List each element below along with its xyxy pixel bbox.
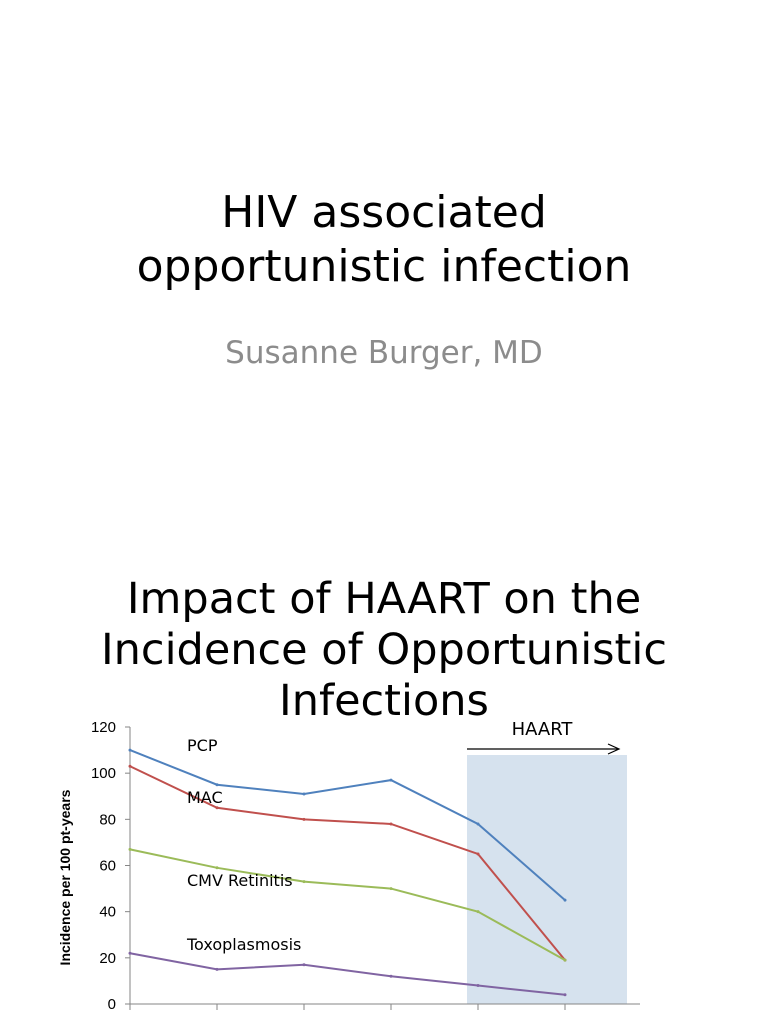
data-point-pcp	[128, 748, 132, 752]
data-point-mac	[128, 764, 132, 768]
haart-arrow-head	[607, 743, 621, 755]
chart-slide-title-line-2: Incidence of Opportunistic	[101, 625, 667, 675]
series-line-pcp	[129, 749, 566, 901]
chart-slide-title-line-3: Infections	[279, 676, 489, 726]
data-point-pcp	[476, 822, 480, 826]
incidence-line-chart: 0 20 40 60 80 100 120 Incidence per 100 pt-year…	[57, 719, 640, 1013]
haart-shaded-region	[467, 755, 627, 1004]
y-tick-label: 0	[108, 996, 116, 1013]
slide-subtitle: Susanne Burger, MD	[225, 335, 543, 371]
y-tick-label: 60	[99, 858, 116, 875]
slide-title-line-2: opportunistic infection	[136, 241, 632, 292]
y-tick-label: 120	[91, 719, 116, 736]
series-line-cmv-retinitis	[129, 848, 566, 962]
data-point-cmv-retinitis	[563, 958, 567, 962]
data-point-cmv-retinitis	[389, 887, 393, 891]
data-point-pcp	[302, 792, 306, 796]
series-label-mac: MAC	[187, 788, 223, 807]
data-point-toxoplasmosis	[215, 967, 219, 971]
y-tick-label: 40	[99, 904, 116, 921]
data-point-cmv-retinitis	[476, 910, 480, 914]
data-point-pcp	[389, 778, 393, 782]
series-line-mac	[129, 765, 566, 961]
data-point-mac	[389, 822, 393, 826]
y-axis-title: Incidence per 100 pt-years	[57, 789, 73, 965]
data-point-toxoplasmosis	[302, 963, 306, 967]
slide-title: HIV associated opportunistic infection	[0, 186, 768, 294]
series-label-cmv-retinitis: CMV Retinitis	[187, 871, 293, 890]
data-point-toxoplasmosis	[389, 974, 393, 978]
data-point-mac	[215, 806, 219, 810]
chart-slide-title: Impact of HAART on the Incidence of Oppo…	[0, 574, 768, 727]
data-point-toxoplasmosis	[563, 993, 567, 997]
slide-title-line-1: HIV associated	[221, 187, 547, 238]
y-tick-label: 100	[91, 765, 116, 782]
series-line-toxoplasmosis	[129, 952, 566, 996]
chart-slide-title-line-1: Impact of HAART on the	[126, 574, 642, 624]
data-point-cmv-retinitis	[215, 866, 219, 870]
haart-label: HAART	[512, 719, 574, 740]
data-point-cmv-retinitis	[302, 880, 306, 884]
title-slide: HIV associated opportunistic infection S…	[0, 186, 768, 371]
chart-slide: Impact of HAART on the Incidence of Oppo…	[0, 512, 768, 1024]
y-tick-label: 80	[99, 811, 116, 828]
y-tick-label: 20	[99, 950, 116, 967]
data-point-cmv-retinitis	[128, 847, 132, 851]
data-point-pcp	[215, 783, 219, 787]
data-point-toxoplasmosis	[128, 951, 132, 955]
data-point-pcp	[563, 898, 567, 902]
data-point-mac	[476, 852, 480, 856]
series-label-toxoplasmosis: Toxoplasmosis	[186, 935, 301, 954]
data-point-mac	[302, 817, 306, 821]
data-point-toxoplasmosis	[476, 984, 480, 988]
series-label-pcp: PCP	[187, 736, 218, 755]
